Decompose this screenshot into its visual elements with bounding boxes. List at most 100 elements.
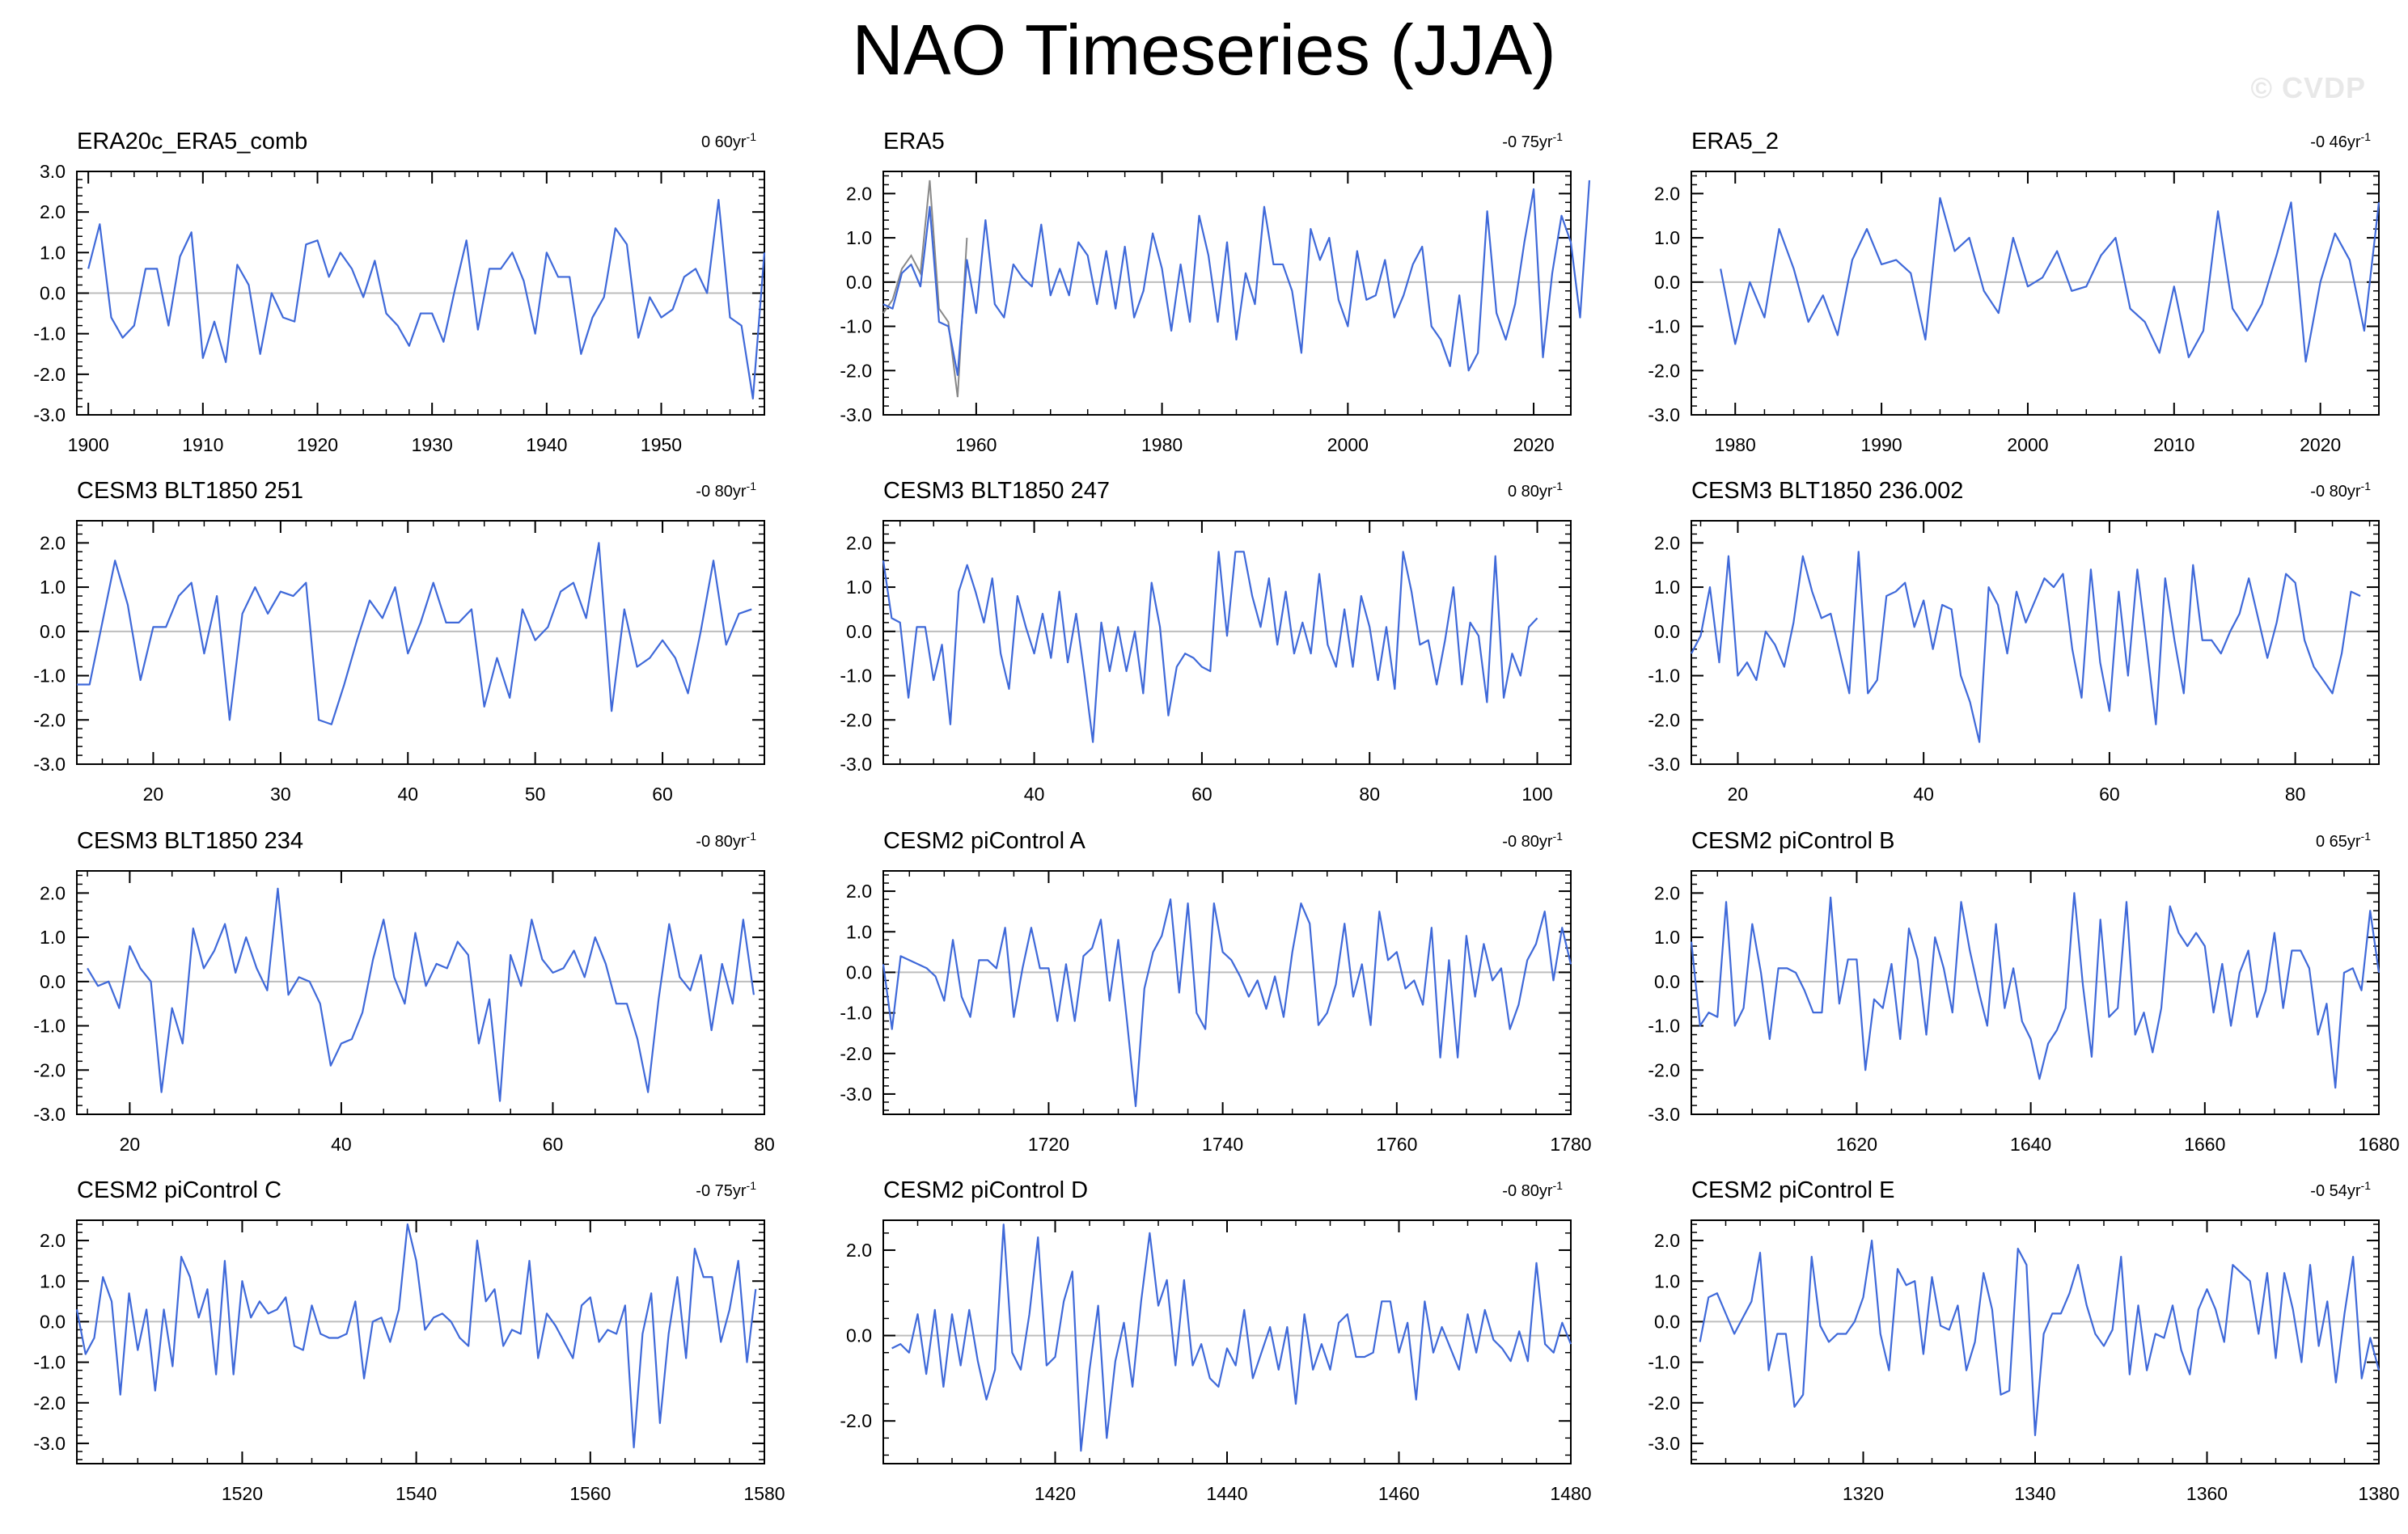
y-tick-label: -3.0 (33, 1433, 66, 1454)
y-tick-label: -3.0 (840, 404, 872, 425)
panel-title: CESM2 piControl D (883, 1177, 1088, 1203)
panel-12: CESM2 piControl E -0 54yr-1 -3.0 -2.0 -1.0 0.… (1648, 1177, 2399, 1504)
panel-title: CESM3 BLT1850 236.002 (1691, 478, 1963, 504)
y-tick-label: 1.0 (846, 227, 872, 248)
x-tick-label: 1980 (1141, 434, 1183, 455)
y-tick-label: 0.0 (40, 1311, 66, 1332)
x-tick-label: 20 (1728, 784, 1749, 805)
x-tick-label: 1540 (396, 1483, 437, 1504)
plot-frame (1691, 171, 2380, 416)
panel-11: CESM2 piControl D -0 80yr-1 -2.0 0.0 2.0 1420… (840, 1177, 1591, 1504)
y-tick-label: 1.0 (1654, 577, 1680, 598)
y-tick-label: 1.0 (1654, 1270, 1680, 1291)
y-tick-label: -1.0 (840, 666, 872, 687)
panel-1: ERA20c_ERA5_comb 0 60yr-1 -3.0 -2.0 -1.0 0.0 1… (33, 129, 766, 455)
cvdp-watermark: © CVDP (2250, 71, 2366, 104)
x-tick-label: 40 (1024, 784, 1045, 805)
y-tick-label: -1.0 (1648, 1352, 1680, 1373)
panel-4: CESM3 BLT1850 251 -0 80yr-1 -3.0 -2.0 -1.0 0.… (33, 478, 765, 805)
trend-unit: -1 (747, 1179, 757, 1192)
y-tick-label: 0.0 (40, 621, 66, 642)
panel-2: ERA5 -0 75yr-1 -3.0 -2.0 -1.0 0.0 1.0 2.0 1960 19… (840, 129, 1591, 455)
y-tick-label: 2.0 (846, 183, 872, 204)
trend-unit: -1 (1553, 480, 1564, 492)
x-tick-label: 1420 (1035, 1483, 1076, 1504)
plot-frame (1691, 520, 2380, 765)
y-tick-label: -2.0 (33, 1392, 66, 1414)
x-tick-label: 100 (1521, 784, 1552, 805)
y-tick-label: 2.0 (40, 1230, 66, 1251)
y-tick-label: 2.0 (40, 201, 66, 222)
y-tick-label: 2.0 (1654, 882, 1680, 903)
x-tick-label: 40 (331, 1134, 352, 1155)
panel-title: CESM2 piControl C (77, 1177, 281, 1203)
x-tick-label: 1980 (1715, 434, 1756, 455)
y-tick-label: -2.0 (1648, 1059, 1680, 1080)
x-tick-label: 1580 (743, 1483, 785, 1504)
plot-frame (76, 870, 765, 1115)
y-tick-label: 0.0 (40, 283, 66, 304)
trend-unit: -1 (2361, 830, 2372, 843)
x-tick-label: 2000 (1327, 434, 1369, 455)
x-tick-label: 1960 (955, 434, 997, 455)
y-tick-label: -2.0 (1648, 709, 1680, 730)
x-tick-label: 60 (1191, 784, 1212, 805)
y-tick-label: -3.0 (840, 754, 872, 775)
panel-3: ERA5_2 -0 46yr-1 -3.0 -2.0 -1.0 0.0 1.0 2.0 1980… (1648, 129, 2380, 455)
x-tick-label: 1910 (182, 434, 223, 455)
x-tick-label: 1360 (2186, 1483, 2228, 1504)
y-tick-label: 3.0 (40, 161, 66, 182)
y-tick-label: 0.0 (846, 1325, 872, 1346)
panel-title: ERA20c_ERA5_comb (77, 129, 307, 154)
panel-9: CESM2 piControl B 0 65yr-1 -3.0 -2.0 -1.0 0.0… (1648, 828, 2399, 1155)
panel-title: CESM2 piControl A (883, 828, 1086, 854)
x-tick-label: 1990 (1861, 434, 1902, 455)
x-tick-label: 1760 (1376, 1134, 1417, 1155)
y-tick-label: 2.0 (40, 882, 66, 903)
y-tick-label: -2.0 (1648, 1392, 1680, 1414)
y-tick-label: 2.0 (846, 881, 872, 902)
trend-label: 0 65yr-1 (2316, 830, 2371, 851)
y-tick-label: 2.0 (1654, 1230, 1680, 1251)
y-tick-label: 1.0 (1654, 927, 1680, 948)
panel-title: CESM3 BLT1850 251 (77, 478, 303, 504)
y-tick-label: -1.0 (1648, 666, 1680, 687)
y-tick-label: -3.0 (33, 1104, 66, 1125)
panel-title: CESM2 piControl B (1691, 828, 1894, 854)
y-tick-label: -1.0 (33, 1016, 66, 1037)
x-tick-label: 40 (397, 784, 418, 805)
x-tick-label: 1560 (569, 1483, 611, 1504)
y-tick-label: -1.0 (33, 666, 66, 687)
y-tick-label: 1.0 (846, 577, 872, 598)
x-tick-label: 2020 (2300, 434, 2341, 455)
x-tick-label: 1380 (2358, 1483, 2399, 1504)
y-tick-label: -2.0 (840, 360, 872, 381)
nao-series-line (77, 542, 752, 725)
x-tick-label: 20 (120, 1134, 141, 1155)
trend-label: -0 54yr-1 (2310, 1179, 2371, 1200)
trend-unit: -1 (2361, 480, 2372, 492)
y-tick-label: 1.0 (40, 1270, 66, 1291)
y-tick-label: 0.0 (40, 971, 66, 992)
y-tick-label: -1.0 (1648, 316, 1680, 337)
y-tick-label: -2.0 (840, 709, 872, 730)
plot-frame (882, 1219, 1572, 1464)
trend-unit: -1 (2361, 1179, 2372, 1192)
y-tick-label: 0.0 (1654, 272, 1680, 293)
trend-label: -0 80yr-1 (1502, 1179, 1563, 1200)
y-tick-label: -2.0 (33, 709, 66, 730)
nao-series-line (1691, 551, 2361, 743)
x-tick-label: 1930 (412, 434, 453, 455)
y-tick-label: -1.0 (840, 316, 872, 337)
plot-frame (76, 520, 765, 765)
nao-series-line (891, 1223, 1572, 1452)
panel-6: CESM3 BLT1850 236.002 -0 80yr-1 -3.0 -2.0 -1… (1648, 478, 2380, 805)
y-tick-label: -3.0 (1648, 404, 1680, 425)
y-tick-label: 2.0 (1654, 532, 1680, 553)
x-tick-label: 50 (525, 784, 546, 805)
y-tick-label: 2.0 (846, 532, 872, 553)
trend-unit: -1 (747, 480, 757, 492)
panel-title: ERA5_2 (1691, 129, 1779, 154)
panel-5: CESM3 BLT1850 247 0 80yr-1 -3.0 -2.0 -1.0 0.0… (840, 478, 1572, 805)
